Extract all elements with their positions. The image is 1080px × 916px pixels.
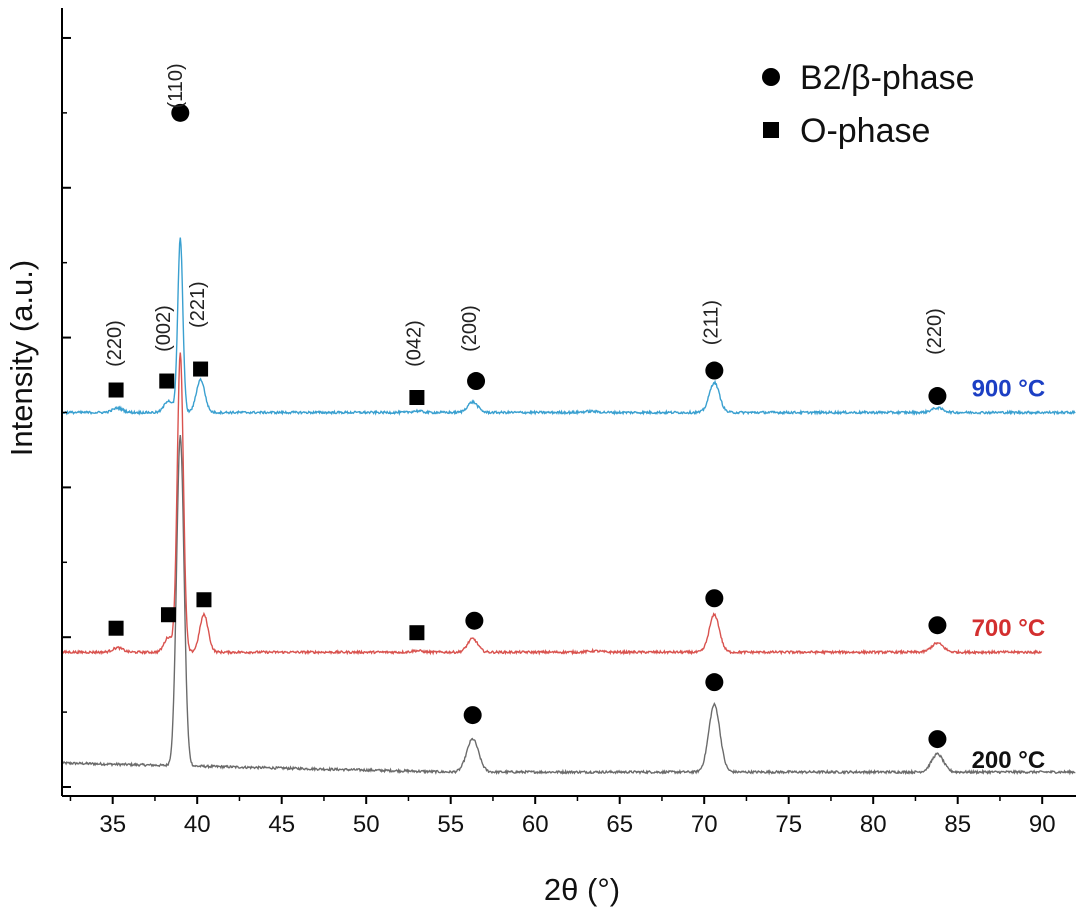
series-line-1 xyxy=(61,352,1043,656)
legend-label-b2-phase: B2/β-phase xyxy=(800,59,975,97)
phase-marker-2-1 xyxy=(159,373,175,389)
peak-label-4: (200) xyxy=(459,305,481,352)
phase-marker-1-1 xyxy=(160,607,176,623)
series-label-1: 700 °C xyxy=(972,615,1046,642)
x-tick-label-4: 55 xyxy=(437,811,464,838)
phase-marker-1-3 xyxy=(409,625,425,641)
phase-marker-top xyxy=(171,103,190,122)
peak-label-2: (221) xyxy=(187,281,209,328)
x-axis-title: 2θ (°) xyxy=(544,872,620,907)
legend-label-o-phase: O-phase xyxy=(800,112,930,150)
legend: B2/β-phase O-phase xyxy=(762,59,975,150)
x-tick-label-5: 60 xyxy=(522,811,549,838)
axes-layer xyxy=(61,8,1076,804)
x-tick-label-2: 45 xyxy=(268,811,295,838)
x-tick-label-8: 75 xyxy=(775,811,802,838)
legend-circle-marker xyxy=(762,68,780,86)
phase-marker-0-0 xyxy=(463,706,482,725)
peak-label-5: (211) xyxy=(701,300,723,345)
phase-marker-2-4 xyxy=(467,372,486,391)
x-tick-label-0: 35 xyxy=(99,811,126,838)
x-tick-label-1: 40 xyxy=(184,811,211,838)
series-label-0: 200 °C xyxy=(972,747,1046,774)
series-line-2 xyxy=(62,237,1076,416)
phase-marker-1-4 xyxy=(465,611,484,630)
x-tick-label-11: 90 xyxy=(1029,811,1056,838)
x-tick-label-3: 50 xyxy=(353,811,380,838)
phase-marker-2-3 xyxy=(409,390,425,406)
series-label-2: 900 °C xyxy=(972,375,1046,402)
x-tick-label-7: 70 xyxy=(691,811,718,838)
peak-label-3: (042) xyxy=(403,320,425,367)
phase-marker-1-6 xyxy=(928,616,947,635)
phase-marker-2-6 xyxy=(928,387,947,406)
phase-marker-2-0 xyxy=(108,382,124,398)
x-tick-label-10: 85 xyxy=(944,811,971,838)
phase-marker-0-1 xyxy=(705,673,724,692)
phase-marker-1-2 xyxy=(196,592,212,608)
label-layer: 200 °C 700 °C 900 °C (220) (002) (221) (042) (2… xyxy=(99,63,1055,838)
marker-layer xyxy=(108,103,947,749)
peak-label-0: (220) xyxy=(104,320,126,367)
legend-square-marker xyxy=(763,122,779,138)
phase-marker-2-2 xyxy=(193,361,209,377)
peak-label-1: (002) xyxy=(153,305,175,352)
phase-marker-1-0 xyxy=(108,620,124,636)
peak-label-7: (110) xyxy=(165,63,187,108)
series-line-0 xyxy=(61,434,1076,776)
phase-marker-2-5 xyxy=(705,361,724,380)
phase-marker-0-2 xyxy=(928,730,947,749)
y-axis-title: Intensity (a.u.) xyxy=(4,260,39,456)
series-layer xyxy=(61,237,1076,776)
peak-label-6: (220) xyxy=(924,308,946,355)
x-tick-label-6: 65 xyxy=(606,811,633,838)
x-tick-label-9: 80 xyxy=(860,811,887,838)
phase-marker-1-5 xyxy=(705,589,724,608)
